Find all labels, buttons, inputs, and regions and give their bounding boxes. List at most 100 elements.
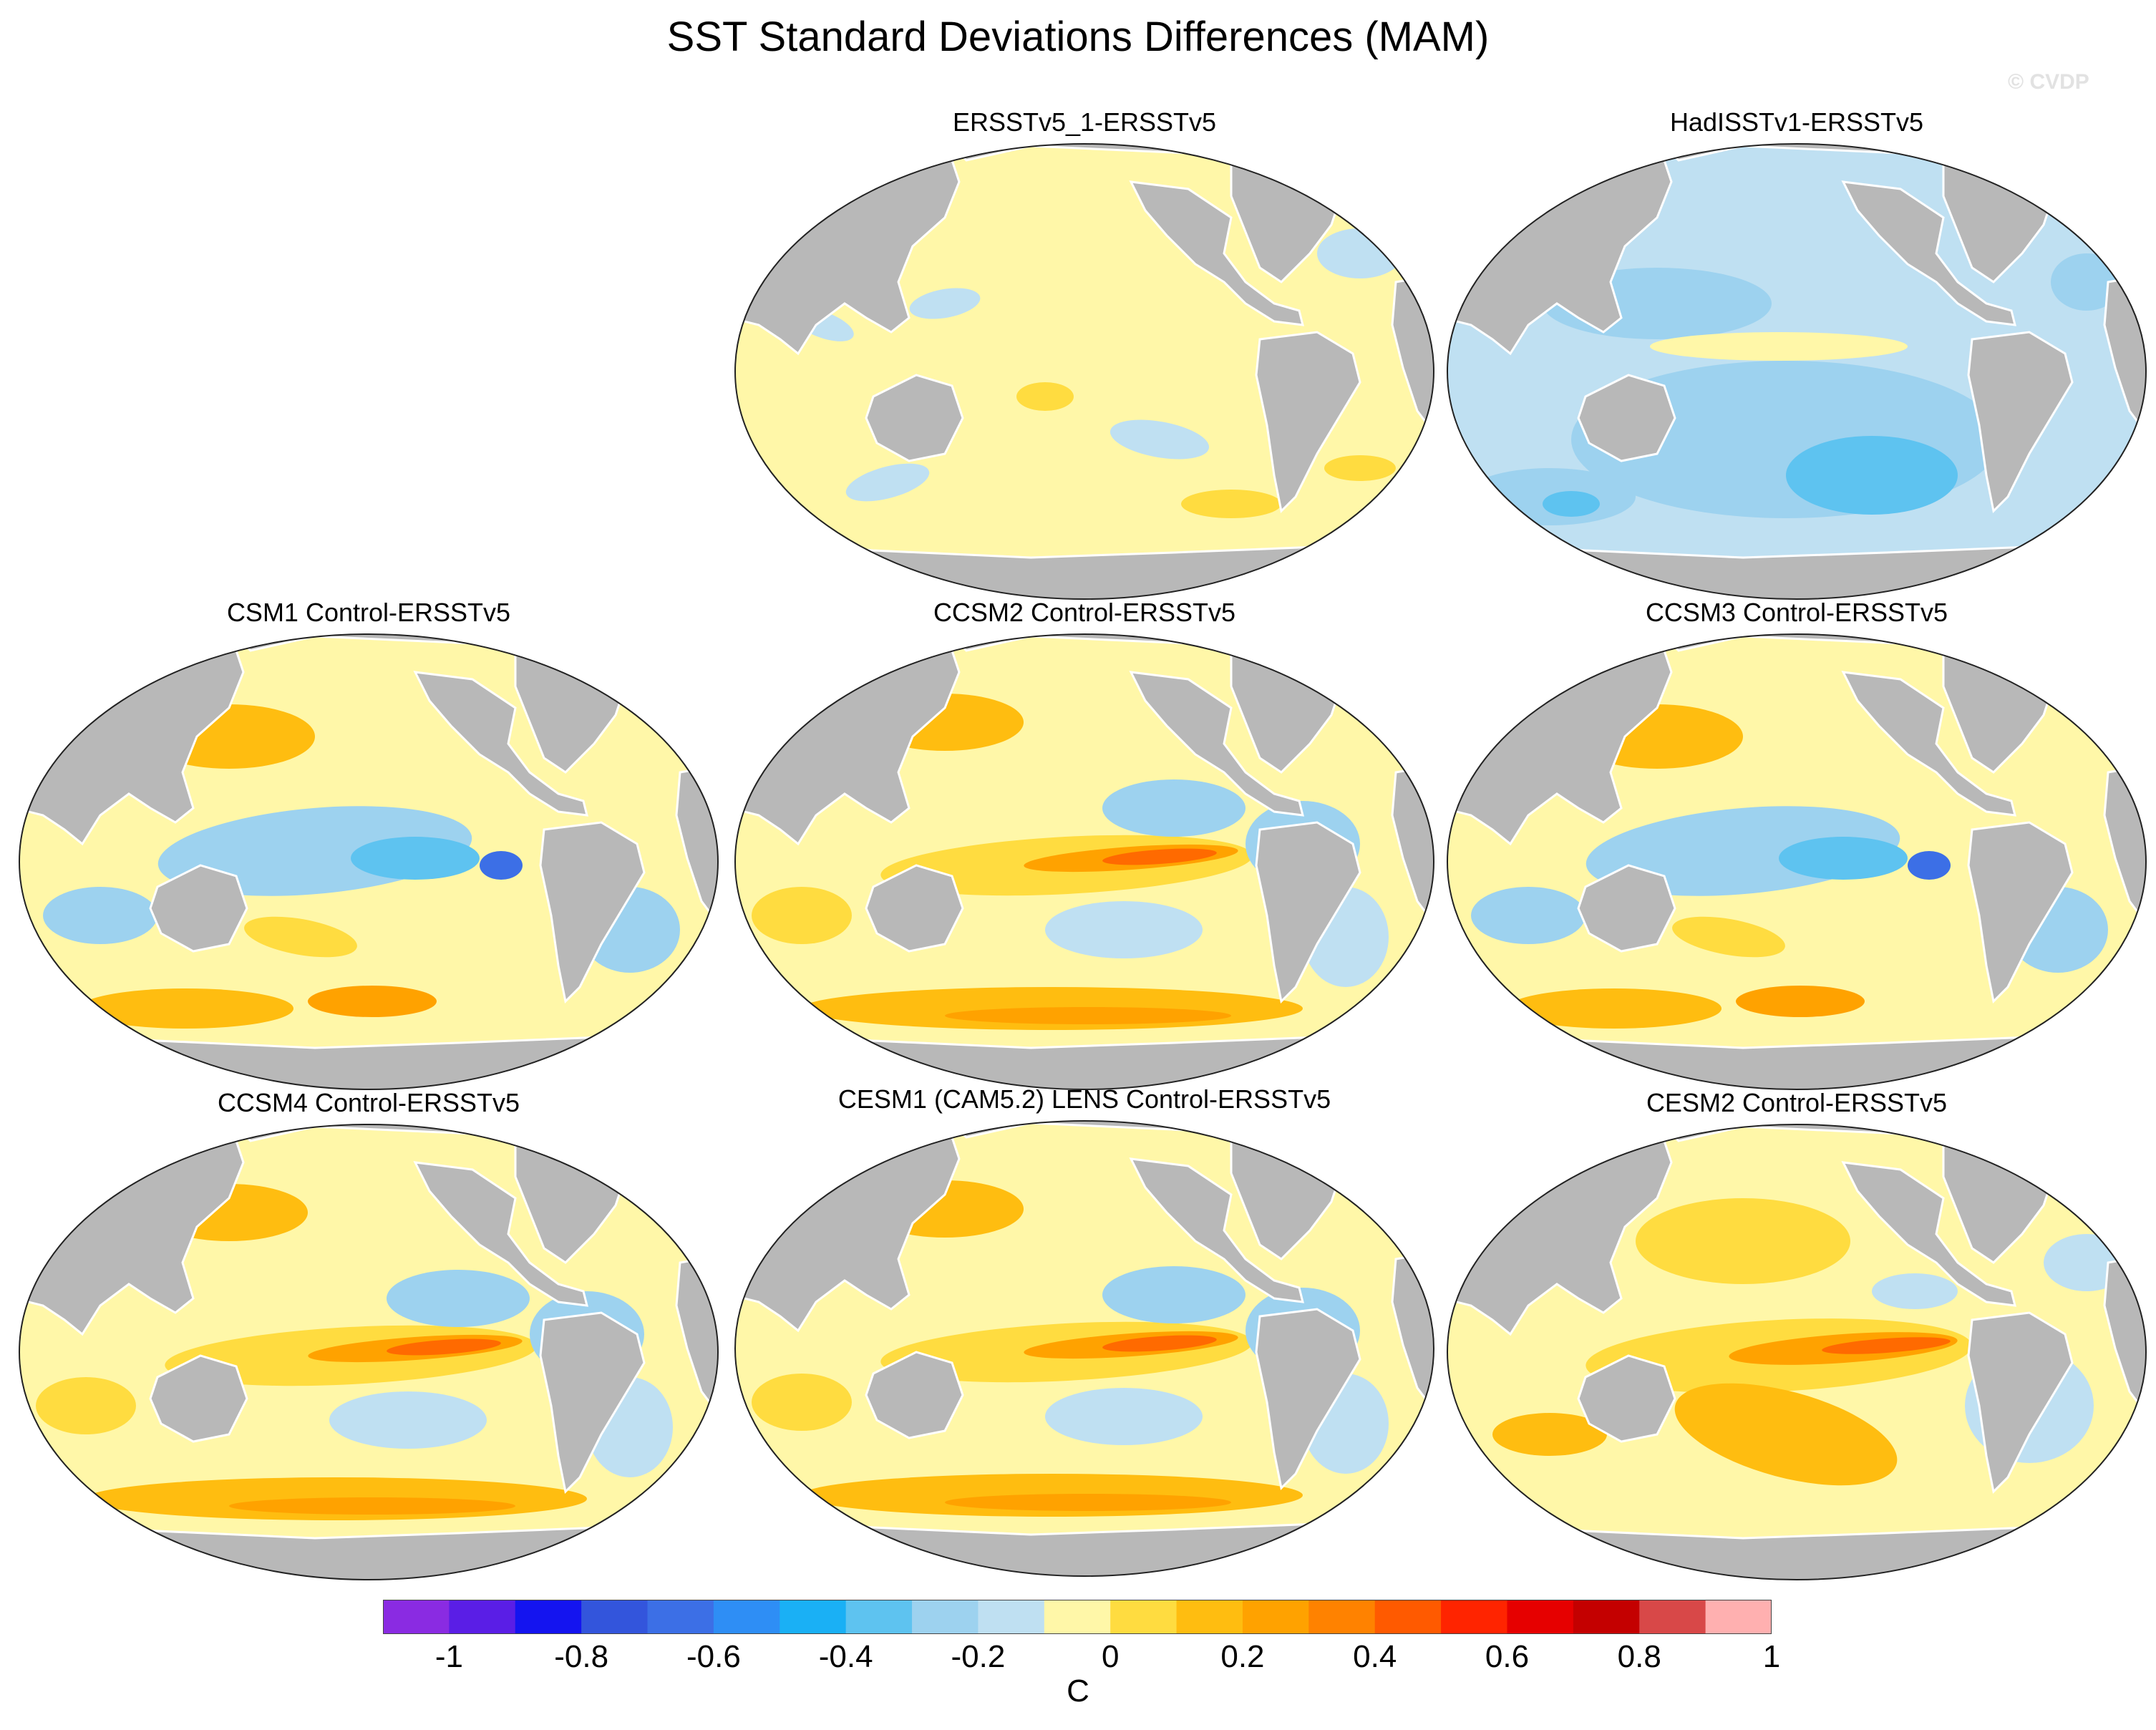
land-mass <box>1967 1311 2074 1495</box>
panel-title: ERSSTv5_1-ERSSTv5 <box>952 107 1217 137</box>
land-mass <box>1841 180 2016 326</box>
colorbar-tick-label: -0.6 <box>686 1639 741 1674</box>
map-plot <box>734 143 1434 600</box>
sst-anomaly <box>1045 901 1203 958</box>
land-mass <box>1577 374 1676 462</box>
panel-title: CCSM4 Control-ERSSTv5 <box>217 1088 520 1117</box>
sst-anomaly <box>308 986 437 1017</box>
sst-anomaly <box>79 988 293 1029</box>
colorbar-frame <box>383 1600 1772 1634</box>
colorbar-swatch <box>1374 1600 1442 1634</box>
map-plot <box>734 1120 1434 1577</box>
sst-anomaly <box>244 916 357 958</box>
sst-anomaly <box>229 1497 515 1515</box>
colorbar <box>383 1600 1772 1634</box>
map-plot <box>1447 1124 2147 1580</box>
sst-anomaly <box>2051 253 2122 311</box>
sst-anomaly <box>752 887 852 944</box>
colorbar-swatch <box>1705 1600 1772 1634</box>
map-outline <box>1447 633 2147 1090</box>
land-mass <box>539 821 646 1004</box>
colorbar-tick-label: 0 <box>1101 1639 1120 1674</box>
sst-anomaly <box>387 1338 501 1356</box>
land-mass <box>413 1161 588 1307</box>
colorbar-swatch <box>449 1600 516 1634</box>
land-mass <box>1129 180 1304 326</box>
map-content <box>19 634 718 1089</box>
sst-anomaly <box>36 1377 136 1434</box>
land-mass <box>1255 1308 1361 1491</box>
colorbar-tick-label: -0.8 <box>554 1639 609 1674</box>
sst-anomaly <box>1102 1266 1245 1323</box>
panel-title: CCSM2 Control-ERSSTv5 <box>933 598 1236 627</box>
map-panel-6: CCSM4 Control-ERSSTv5 <box>11 1088 727 1589</box>
copyright-watermark: © CVDP <box>2008 70 2089 94</box>
colorbar-swatch <box>713 1600 780 1634</box>
colorbar-tick-label: 0.8 <box>1617 1639 1661 1674</box>
sst-anomaly <box>1016 382 1074 411</box>
colorbar-tick-label: 0.4 <box>1353 1639 1397 1674</box>
colorbar-swatch <box>780 1600 847 1634</box>
sst-anomaly <box>1908 851 1951 880</box>
sst-anomaly <box>1672 916 1785 958</box>
sst-anomaly <box>1324 455 1396 481</box>
map-outline <box>19 1124 719 1580</box>
map-content <box>1447 634 2146 1089</box>
map-content <box>1447 1124 2146 1580</box>
sst-anomaly <box>945 1007 1231 1024</box>
sst-anomaly <box>1102 848 1217 865</box>
land-mass <box>865 374 964 462</box>
colorbar-swatch <box>1639 1600 1706 1634</box>
colorbar-swatch <box>1176 1600 1243 1634</box>
colorbar-swatch <box>1573 1600 1640 1634</box>
colorbar-swatch <box>647 1600 714 1634</box>
colorbar-tick-label: -1 <box>434 1639 463 1674</box>
sst-anomaly <box>1636 1198 1850 1284</box>
colorbar-tick-label: 0.2 <box>1220 1639 1265 1674</box>
map-content <box>1447 144 2146 599</box>
sst-anomaly <box>1045 1388 1203 1445</box>
sst-anomaly <box>845 463 930 502</box>
colorbar-swatch <box>383 1600 450 1634</box>
sst-anomaly <box>1872 1273 1958 1309</box>
land-mass <box>1129 671 1304 817</box>
land-mass <box>865 1351 964 1439</box>
colorbar-tick-label: -0.4 <box>818 1639 873 1674</box>
land-mass <box>149 864 248 953</box>
sst-anomaly <box>1543 491 1600 517</box>
panel-title: CESM2 Control-ERSSTv5 <box>1646 1088 1948 1117</box>
sst-anomaly <box>1492 1413 1607 1456</box>
map-outline <box>734 143 1434 600</box>
colorbar-tick-label: 1 <box>1762 1639 1781 1674</box>
sst-anomaly <box>1822 1337 1951 1354</box>
sst-anomaly <box>1102 779 1245 837</box>
sst-anomaly <box>1109 419 1210 460</box>
map-plot <box>19 1124 719 1580</box>
sst-anomaly <box>1317 228 1403 278</box>
map-panel-4: CCSM2 Control-ERSSTv5 <box>727 598 1442 1099</box>
colorbar-swatch <box>978 1600 1045 1634</box>
map-outline <box>1447 1124 2147 1580</box>
map-plot <box>1447 143 2147 600</box>
map-outline <box>734 1120 1434 1577</box>
map-plot <box>19 633 719 1090</box>
land-mass <box>1577 864 1676 953</box>
colorbar-tick-label: 0.6 <box>1485 1639 1530 1674</box>
map-outline <box>734 633 1434 1090</box>
panel-title: CSM1 Control-ERSSTv5 <box>226 598 511 627</box>
land-mass <box>1967 331 2074 514</box>
map-panel-2: HadISSTv1-ERSSTv5 <box>1439 107 2155 608</box>
colorbar-swatch <box>1044 1600 1111 1634</box>
sst-anomaly <box>909 288 981 319</box>
map-plot <box>734 633 1434 1090</box>
map-content <box>735 144 1434 599</box>
land-mass <box>1255 331 1361 514</box>
colorbar-swatch <box>1441 1600 1507 1634</box>
colorbar-tick-label: -0.2 <box>951 1639 1006 1674</box>
sst-anomaly <box>1650 332 1908 361</box>
land-mass <box>539 1311 646 1495</box>
colorbar-swatch <box>845 1600 913 1634</box>
land-mass <box>1967 821 2074 1004</box>
map-panel-5: CCSM3 Control-ERSSTv5 <box>1439 598 2155 1099</box>
sst-anomaly <box>1674 1383 1898 1486</box>
